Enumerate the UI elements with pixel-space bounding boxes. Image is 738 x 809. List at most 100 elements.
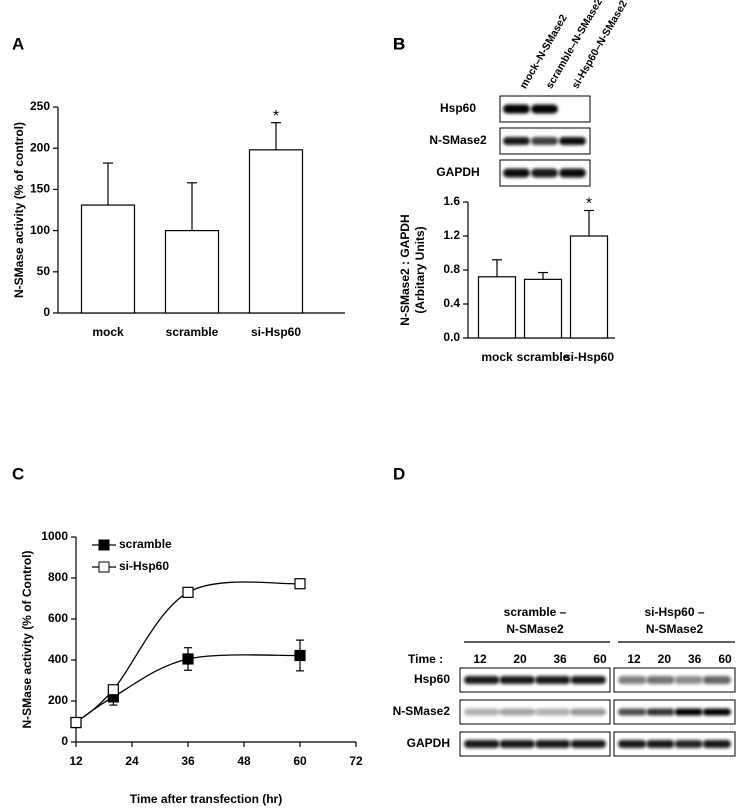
blot-row-label: N-SMase2 [429,133,487,147]
y-tick-label: 0 [43,305,50,319]
blot-band [646,676,675,684]
time-point: 60 [718,652,732,666]
blot-band [618,740,647,748]
blot-band [646,708,675,716]
time-point: 20 [658,652,672,666]
x-tick-label: scramble [517,350,570,364]
error-bar [492,259,502,277]
x-tick-label: 60 [293,754,307,768]
blot-band [618,676,647,684]
bar [477,276,517,339]
y-tick-label: 400 [48,652,68,666]
blot-group-title: N-SMase2 [646,622,704,636]
blot-band [570,740,606,748]
y-tick-label: 0.0 [443,330,460,344]
blot-band [559,168,586,178]
blot-row-label: Hsp60 [414,672,450,686]
y-axis-label: N-SMase activity (% of control) [12,122,26,298]
x-tick-label: mock [92,325,124,339]
panel-label: A [12,34,24,53]
x-tick-label: 36 [181,754,195,768]
blot-band [503,137,530,145]
panel-label: B [393,34,405,53]
panel-label: C [12,464,24,483]
y-tick-label: 800 [48,570,68,584]
blot-band [674,676,703,684]
marker [294,649,306,662]
y-tick-label: 1000 [41,529,68,543]
time-point: 12 [473,652,487,666]
y-tick-label: 200 [48,693,68,707]
error-bar [584,209,594,236]
series-line [75,581,301,724]
panel-label: B [393,34,405,53]
legend-marker [98,539,110,551]
legend-label: si-Hsp60 [119,559,169,573]
blot-band [674,708,703,716]
blot-row-label: GAPDH [407,736,450,750]
legend-marker [98,561,110,573]
time-point: 36 [553,652,567,666]
x-tick-label: si-Hsp60 [564,350,614,364]
error-bar [538,271,548,280]
time-label: Time : [408,652,443,666]
marker [182,653,194,665]
y-axis-label: N-SMase activity (% of Control) [20,550,34,728]
blot-band [702,708,731,716]
y-axis-label: N-SMase2 : GAPDH [398,214,412,325]
error-bar [271,122,281,150]
x-axis-label: Time after transfection (hr) [130,792,282,806]
blot-band [531,137,558,145]
blot-row-label: N-SMase2 [393,704,451,718]
blot-band [702,676,731,684]
blot-band [499,740,535,748]
blot-group-title: si-Hsp60 – [644,605,704,619]
error-bar [103,162,113,206]
blot-band [570,676,606,684]
marker [107,684,119,696]
blot-band [464,708,500,716]
x-tick-label: 48 [237,754,251,768]
bar [164,230,220,314]
panel-label: D [393,464,405,483]
bar [569,235,609,339]
blot-band [531,104,558,114]
annotation: * [586,196,592,213]
blot-group-title: N-SMase2 [506,622,564,636]
blot-band [535,708,571,716]
blot-band [531,168,558,178]
y-tick-label: 100 [30,223,50,237]
blot-band [646,740,675,748]
time-point: 12 [627,652,641,666]
annotation: * [273,108,279,125]
time-point: 20 [513,652,527,666]
blot-band [535,676,571,684]
blot-band [702,740,731,748]
bar [248,149,304,314]
y-tick-label: 1.2 [443,228,460,242]
time-point: 60 [593,652,607,666]
blot-band [559,137,586,145]
y-tick-label: 150 [30,182,50,196]
marker [294,578,306,590]
y-tick-label: 250 [30,99,50,113]
bar [80,204,136,314]
x-tick-label: 12 [69,754,83,768]
y-tick-label: 1.6 [443,194,460,208]
legend-label: scramble [119,537,172,551]
blot-band [464,676,500,684]
blot-band [499,676,535,684]
y-tick-label: 600 [48,611,68,625]
y-tick-label: 50 [37,264,51,278]
error-bar [187,182,197,231]
blot-band [674,740,703,748]
blot-band [570,708,606,716]
blot-group-title: scramble – [504,605,567,619]
y-axis-label: (Arbitary Units) [413,226,427,313]
marker [70,716,82,729]
bar [523,278,563,339]
blot-row-label: GAPDH [436,165,479,179]
y-tick-label: 200 [30,140,50,154]
blot-band [464,740,500,748]
